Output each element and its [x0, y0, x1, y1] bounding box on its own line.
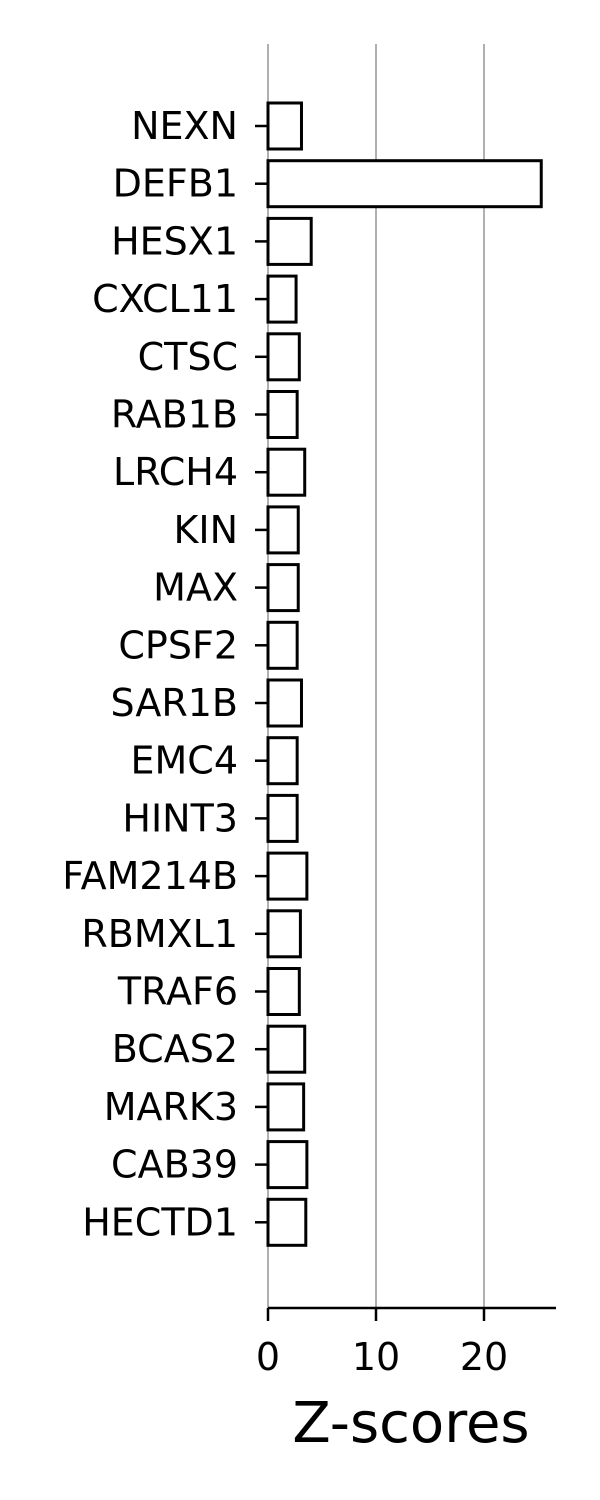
y-tick-label: BCAS2 — [112, 1027, 238, 1071]
bar-ctsc — [266, 332, 301, 382]
bars — [266, 101, 543, 1247]
bar-hesx1 — [266, 216, 313, 266]
bar-rab1b — [266, 390, 299, 439]
bar-cpsf2 — [266, 620, 299, 670]
y-tick-label: RBMXL1 — [81, 912, 238, 956]
y-tick-label: EMC4 — [130, 739, 238, 783]
y-tick-label: CXCL11 — [92, 277, 238, 321]
bar-max — [266, 563, 300, 613]
y-tick-label: CTSC — [138, 335, 238, 379]
bar-emc4 — [266, 736, 299, 786]
bar-fam214b — [266, 851, 309, 901]
x-axis-title: Z-scores — [292, 1391, 529, 1456]
y-tick-label: FAM214B — [62, 854, 238, 898]
bar-kin — [266, 505, 300, 555]
bar-cxcl11 — [266, 274, 298, 324]
y-tick-label: LRCH4 — [113, 450, 238, 494]
bar-cab39 — [266, 1140, 309, 1190]
x-tick-label: 0 — [256, 1335, 280, 1379]
bar-traf6 — [266, 967, 301, 1016]
y-tick-label: CAB39 — [111, 1143, 238, 1187]
y-tick-label: TRAF6 — [117, 970, 238, 1014]
y-tick-label: KIN — [173, 508, 238, 552]
y-tick-label: HESX1 — [111, 219, 238, 263]
y-tick-label: SAR1B — [111, 681, 238, 725]
y-tick-label: HECTD1 — [82, 1200, 238, 1244]
x-tick-label: 10 — [352, 1335, 400, 1379]
bar-mark3 — [266, 1082, 306, 1132]
bar-lrch4 — [266, 447, 307, 497]
bar-bcas2 — [266, 1024, 307, 1074]
bar-sar1b — [266, 678, 303, 728]
bar-hint3 — [266, 793, 299, 843]
y-tick-label: NEXN — [131, 104, 238, 148]
bar-nexn — [266, 101, 303, 151]
y-tick-label: MARK3 — [104, 1085, 238, 1129]
y-tick-label: CPSF2 — [118, 623, 238, 667]
y-axis: NEXN DEFB1 HESX1 CXCL11 CTSC RAB1B LRCH4 KIN MAX… — [62, 104, 268, 1244]
x-tick-label: 20 — [460, 1335, 508, 1379]
x-axis: 0 10 20 — [256, 1306, 556, 1379]
y-tick-label: HINT3 — [122, 796, 238, 840]
bar-rbmxl1 — [266, 909, 302, 959]
y-tick-label: RAB1B — [111, 393, 238, 437]
bar-defb1 — [266, 159, 543, 209]
y-tick-label: DEFB1 — [113, 162, 238, 206]
y-tick-label: MAX — [153, 566, 238, 610]
bar-hectd1 — [266, 1197, 308, 1247]
